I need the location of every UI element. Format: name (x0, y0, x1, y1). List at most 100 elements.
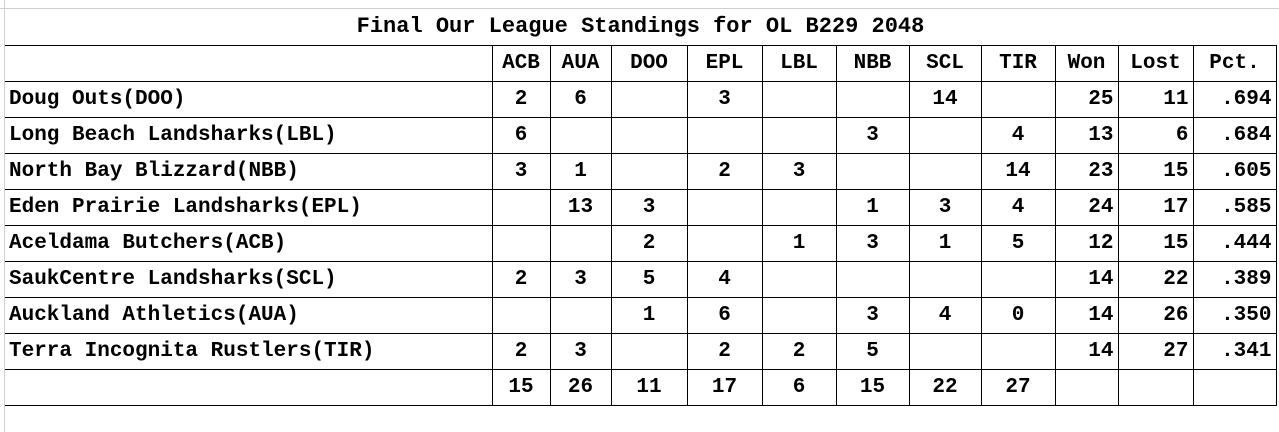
column-header-scl[interactable]: SCL (908, 44, 982, 82)
stat-cell-acb[interactable] (491, 296, 551, 334)
total-cell-epl[interactable]: 17 (686, 368, 763, 406)
stat-cell-pct[interactable]: .684 (1192, 116, 1277, 154)
stat-cell-lost[interactable]: 6 (1117, 116, 1194, 154)
team-name-cell[interactable]: Aceldama Butchers(ACB) (5, 224, 493, 262)
stat-cell-lbl[interactable] (761, 80, 837, 118)
stat-cell-lost[interactable]: 26 (1117, 296, 1194, 334)
column-header-lost[interactable]: Lost (1117, 44, 1194, 82)
stat-cell-lbl[interactable]: 2 (761, 332, 837, 370)
stat-cell-tir[interactable]: 5 (980, 224, 1056, 262)
stat-cell-epl[interactable] (686, 188, 763, 226)
stat-cell-doo[interactable] (610, 332, 688, 370)
team-name-cell[interactable]: Doug Outs(DOO) (5, 80, 493, 118)
stat-cell-epl[interactable]: 2 (686, 152, 763, 190)
stat-cell-pct[interactable]: .341 (1192, 332, 1277, 370)
stat-cell-pct[interactable]: .605 (1192, 152, 1277, 190)
stat-cell-lost[interactable]: 22 (1117, 260, 1194, 298)
stat-cell-epl[interactable] (686, 116, 763, 154)
stat-cell-tir[interactable] (980, 332, 1056, 370)
stat-cell-acb[interactable] (491, 188, 551, 226)
stat-cell-doo[interactable] (610, 116, 688, 154)
stat-cell-scl[interactable]: 1 (908, 224, 982, 262)
stat-cell-scl[interactable] (908, 152, 982, 190)
column-header-doo[interactable]: DOO (610, 44, 688, 82)
stat-cell-nbb[interactable]: 1 (835, 188, 910, 226)
stat-cell-nbb[interactable] (835, 152, 910, 190)
stat-cell-lbl[interactable] (761, 188, 837, 226)
stat-cell-won[interactable]: 13 (1054, 116, 1119, 154)
stat-cell-lbl[interactable] (761, 260, 837, 298)
total-cell-aua[interactable]: 26 (549, 368, 612, 406)
stat-cell-scl[interactable]: 3 (908, 188, 982, 226)
stat-cell-lost[interactable]: 27 (1117, 332, 1194, 370)
stat-cell-pct[interactable]: .389 (1192, 260, 1277, 298)
stat-cell-aua[interactable]: 3 (549, 260, 612, 298)
team-name-cell[interactable]: SaukCentre Landsharks(SCL) (5, 260, 493, 298)
column-header-lbl[interactable]: LBL (761, 44, 837, 82)
total-cell-scl[interactable]: 22 (908, 368, 982, 406)
stat-cell-nbb[interactable]: 3 (835, 116, 910, 154)
stat-cell-epl[interactable]: 6 (686, 296, 763, 334)
stat-cell-aua[interactable]: 13 (549, 188, 612, 226)
total-cell-won[interactable] (1054, 368, 1119, 406)
stat-cell-won[interactable]: 14 (1054, 296, 1119, 334)
stat-cell-scl[interactable] (908, 332, 982, 370)
stat-cell-nbb[interactable] (835, 260, 910, 298)
stat-cell-tir[interactable] (980, 260, 1056, 298)
stat-cell-lost[interactable]: 15 (1117, 152, 1194, 190)
team-name-cell[interactable]: Eden Prairie Landsharks(EPL) (5, 188, 493, 226)
stat-cell-won[interactable]: 14 (1054, 332, 1119, 370)
stat-cell-epl[interactable]: 4 (686, 260, 763, 298)
stat-cell-tir[interactable]: 4 (980, 116, 1056, 154)
stat-cell-lbl[interactable]: 3 (761, 152, 837, 190)
stat-cell-lbl[interactable] (761, 296, 837, 334)
stat-cell-scl[interactable] (908, 116, 982, 154)
stat-cell-lost[interactable]: 17 (1117, 188, 1194, 226)
stat-cell-epl[interactable] (686, 224, 763, 262)
stat-cell-pct[interactable]: .350 (1192, 296, 1277, 334)
stat-cell-doo[interactable]: 5 (610, 260, 688, 298)
stat-cell-lost[interactable]: 11 (1117, 80, 1194, 118)
stat-cell-lbl[interactable] (761, 116, 837, 154)
column-header-epl[interactable]: EPL (686, 44, 763, 82)
stat-cell-pct[interactable]: .585 (1192, 188, 1277, 226)
stat-cell-scl[interactable] (908, 260, 982, 298)
stat-cell-nbb[interactable]: 3 (835, 296, 910, 334)
stat-cell-aua[interactable]: 3 (549, 332, 612, 370)
stat-cell-aua[interactable]: 1 (549, 152, 612, 190)
header-blank-cell[interactable] (5, 44, 493, 82)
stat-cell-doo[interactable] (610, 80, 688, 118)
stat-cell-epl[interactable]: 2 (686, 332, 763, 370)
stat-cell-acb[interactable] (491, 224, 551, 262)
stat-cell-won[interactable]: 23 (1054, 152, 1119, 190)
team-name-cell[interactable]: North Bay Blizzard(NBB) (5, 152, 493, 190)
stat-cell-doo[interactable]: 3 (610, 188, 688, 226)
stat-cell-won[interactable]: 24 (1054, 188, 1119, 226)
stat-cell-scl[interactable]: 14 (908, 80, 982, 118)
stat-cell-nbb[interactable] (835, 80, 910, 118)
stat-cell-doo[interactable] (610, 152, 688, 190)
stat-cell-lbl[interactable]: 1 (761, 224, 837, 262)
stat-cell-lost[interactable]: 15 (1117, 224, 1194, 262)
stat-cell-won[interactable]: 14 (1054, 260, 1119, 298)
total-cell-doo[interactable]: 11 (610, 368, 688, 406)
column-header-won[interactable]: Won (1054, 44, 1119, 82)
stat-cell-pct[interactable]: .694 (1192, 80, 1277, 118)
total-cell-lost[interactable] (1117, 368, 1194, 406)
totals-label-cell[interactable] (5, 368, 493, 406)
stat-cell-doo[interactable]: 2 (610, 224, 688, 262)
total-cell-tir[interactable]: 27 (980, 368, 1056, 406)
stat-cell-acb[interactable]: 2 (491, 260, 551, 298)
column-header-nbb[interactable]: NBB (835, 44, 910, 82)
stat-cell-nbb[interactable]: 3 (835, 224, 910, 262)
stat-cell-acb[interactable]: 2 (491, 80, 551, 118)
column-header-acb[interactable]: ACB (491, 44, 551, 82)
stat-cell-tir[interactable]: 4 (980, 188, 1056, 226)
stat-cell-aua[interactable]: 6 (549, 80, 612, 118)
stat-cell-won[interactable]: 25 (1054, 80, 1119, 118)
column-header-aua[interactable]: AUA (549, 44, 612, 82)
total-cell-lbl[interactable]: 6 (761, 368, 837, 406)
stat-cell-aua[interactable] (549, 296, 612, 334)
team-name-cell[interactable]: Terra Incognita Rustlers(TIR) (5, 332, 493, 370)
stat-cell-acb[interactable]: 3 (491, 152, 551, 190)
